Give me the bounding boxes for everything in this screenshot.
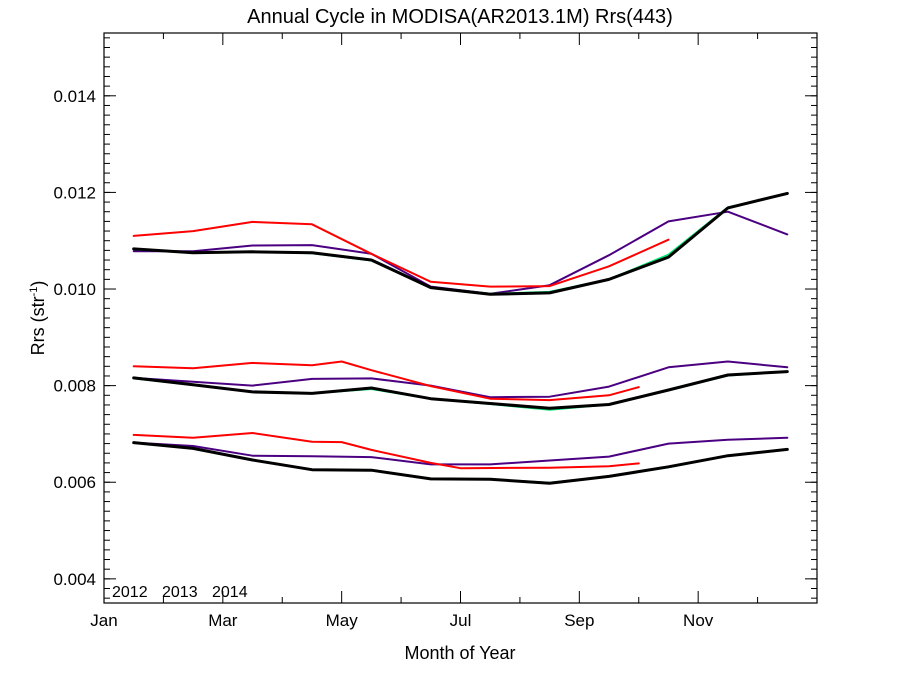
x-tick-label: Nov [683,611,714,630]
series-line-2013-upper [132,192,789,295]
y-tick-label: 0.014 [53,87,96,106]
series-line-climatology-lower [132,441,789,485]
series-line-2014-middle [132,360,640,402]
x-tick-label: May [326,611,359,630]
series-line-climatology-upper [132,191,789,296]
x-tick-label: Jan [90,611,117,630]
x-tick-label: Sep [564,611,594,630]
tick-layer [103,33,817,603]
x-tick-label: Mar [208,611,238,630]
legend-entry-2013: 2013 [162,584,198,601]
x-tick-labels: Jan Mar May Jul Sep Nov [90,611,713,630]
series-line-climatology-middle [132,370,789,410]
y-tick-label: 0.006 [53,473,96,492]
y-tick-label: 0.008 [53,377,96,396]
legend-entry-2014: 2014 [212,584,248,601]
y-tick-label: 0.004 [53,570,96,589]
series-line-2014-lower [132,432,640,470]
y-tick-labels: 0.004 0.006 0.008 0.010 0.012 0.014 [53,87,96,589]
x-axis-label: Month of Year [404,643,515,663]
y-tick-label: 0.010 [53,280,96,299]
series-layer [132,191,789,485]
y-axis-label-close: ) [28,281,48,287]
legend-entry-2012: 2012 [112,584,148,601]
chart-title: Annual Cycle in MODISA(AR2013.1M) Rrs(44… [247,6,673,28]
y-tick-label: 0.012 [53,183,96,202]
plot-frame [103,32,818,604]
y-axis-label-sup: -1 [28,287,40,297]
series-line-2014-upper [132,220,670,288]
series-line-2012-lower [132,436,789,466]
y-axis-label-main: Rrs (str [28,296,48,355]
x-tick-label: Jul [450,611,472,630]
legend: 2012 2013 2014 [112,584,248,601]
y-axis-label: Rrs (str-1) [28,281,48,356]
